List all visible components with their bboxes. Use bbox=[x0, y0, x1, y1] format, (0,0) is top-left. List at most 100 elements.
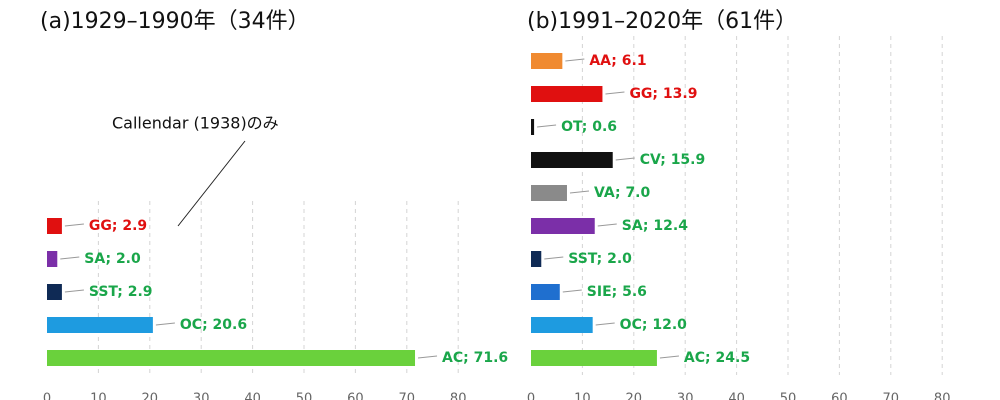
label-value: 15.9 bbox=[671, 152, 706, 168]
bar bbox=[531, 86, 603, 102]
label-category: SST bbox=[89, 284, 119, 300]
label-category: SST bbox=[568, 251, 598, 267]
label-value: 24.5 bbox=[716, 350, 751, 366]
leader-line bbox=[595, 322, 615, 326]
label-value: 12.4 bbox=[653, 218, 688, 234]
x-tick-label: 0 bbox=[43, 392, 51, 400]
label-category: SA bbox=[84, 251, 105, 267]
x-tick-label: 0 bbox=[527, 392, 535, 400]
label-value: 2.9 bbox=[122, 218, 147, 234]
x-tick-label: 40 bbox=[728, 392, 745, 400]
label-separator: ; bbox=[612, 284, 622, 300]
label-separator: ; bbox=[642, 317, 652, 333]
label-separator: ; bbox=[660, 152, 670, 168]
annotation: Callendar (1938)のみ bbox=[112, 114, 279, 133]
label-category: SA bbox=[622, 218, 643, 234]
value-label: SIE; 5.6 bbox=[587, 284, 647, 300]
x-tick-label: 40 bbox=[244, 392, 261, 400]
label-separator: ; bbox=[652, 86, 662, 102]
label-separator: ; bbox=[643, 218, 653, 234]
value-label: CV; 15.9 bbox=[640, 152, 706, 168]
label-category: AA bbox=[589, 53, 611, 69]
label-separator: ; bbox=[463, 350, 473, 366]
chart-title: (a)1929–1990年（34件） bbox=[40, 9, 310, 34]
label-value: 13.9 bbox=[663, 86, 698, 102]
leader-line bbox=[659, 355, 679, 359]
x-tick-label: 20 bbox=[142, 392, 159, 400]
value-label: GG; 13.9 bbox=[629, 86, 697, 102]
x-tick-label: 50 bbox=[780, 392, 797, 400]
leader-line bbox=[155, 322, 175, 326]
bar bbox=[47, 251, 58, 267]
leader-line bbox=[64, 223, 84, 227]
x-tick-label: 30 bbox=[677, 392, 694, 400]
x-tick-label: 70 bbox=[883, 392, 900, 400]
leader-line bbox=[565, 58, 585, 62]
label-separator: ; bbox=[597, 251, 607, 267]
label-value: 6.1 bbox=[622, 53, 647, 69]
x-tick-label: 10 bbox=[574, 392, 591, 400]
label-separator: ; bbox=[615, 185, 625, 201]
label-value: 12.0 bbox=[652, 317, 687, 333]
bar bbox=[531, 251, 542, 267]
leader-line bbox=[615, 157, 635, 161]
bar bbox=[531, 152, 613, 168]
leader-line bbox=[562, 289, 582, 293]
label-separator: ; bbox=[705, 350, 715, 366]
x-tick-label: 30 bbox=[193, 392, 210, 400]
bar bbox=[47, 350, 416, 366]
label-value: 5.6 bbox=[622, 284, 647, 300]
annotation-line bbox=[177, 140, 246, 227]
x-tick-label: 70 bbox=[399, 392, 416, 400]
label-category: GG bbox=[629, 86, 652, 102]
leader-line bbox=[417, 355, 438, 359]
value-label: AA; 6.1 bbox=[589, 53, 646, 69]
label-category: OC bbox=[620, 317, 642, 333]
value-label: SA; 2.0 bbox=[84, 251, 141, 267]
label-separator: ; bbox=[202, 317, 212, 333]
label-separator: ; bbox=[117, 284, 127, 300]
label-value: 7.0 bbox=[625, 185, 650, 201]
value-label: SST; 2.0 bbox=[568, 251, 632, 267]
leader-line bbox=[597, 223, 617, 227]
label-separator: ; bbox=[112, 218, 122, 234]
bar bbox=[47, 317, 153, 333]
bar bbox=[531, 218, 595, 234]
label-separator: ; bbox=[105, 251, 115, 267]
label-category: CV bbox=[640, 152, 661, 168]
label-category: OT bbox=[561, 119, 583, 135]
bar bbox=[531, 185, 567, 201]
bar bbox=[531, 119, 535, 135]
label-separator: ; bbox=[582, 119, 592, 135]
label-value: 0.6 bbox=[592, 119, 617, 135]
x-tick-label: 20 bbox=[626, 392, 643, 400]
label-value: 20.6 bbox=[213, 317, 248, 333]
leader-line bbox=[60, 256, 80, 260]
bar bbox=[531, 317, 593, 333]
label-value: 2.0 bbox=[116, 251, 141, 267]
x-tick-label: 50 bbox=[296, 392, 313, 400]
leader-line bbox=[605, 91, 625, 95]
x-tick-label: 60 bbox=[831, 392, 848, 400]
x-tick-label: 10 bbox=[90, 392, 107, 400]
bar bbox=[531, 350, 657, 366]
label-category: VA bbox=[594, 185, 615, 201]
label-category: GG bbox=[89, 218, 112, 234]
value-label: OT; 0.6 bbox=[561, 119, 617, 135]
bar bbox=[531, 53, 563, 69]
value-label: AC; 71.6 bbox=[442, 350, 508, 366]
label-value: 2.9 bbox=[128, 284, 153, 300]
label-category: AC bbox=[684, 350, 705, 366]
value-label: OC; 20.6 bbox=[180, 317, 247, 333]
bar bbox=[47, 284, 62, 300]
value-label: SST; 2.9 bbox=[89, 284, 153, 300]
leader-line bbox=[64, 289, 84, 293]
value-label: AC; 24.5 bbox=[684, 350, 750, 366]
leader-line bbox=[544, 256, 564, 260]
value-label: VA; 7.0 bbox=[594, 185, 651, 201]
label-separator: ; bbox=[611, 53, 621, 69]
bar bbox=[47, 218, 62, 234]
label-category: SIE bbox=[587, 284, 612, 300]
x-tick-label: 80 bbox=[450, 392, 467, 400]
